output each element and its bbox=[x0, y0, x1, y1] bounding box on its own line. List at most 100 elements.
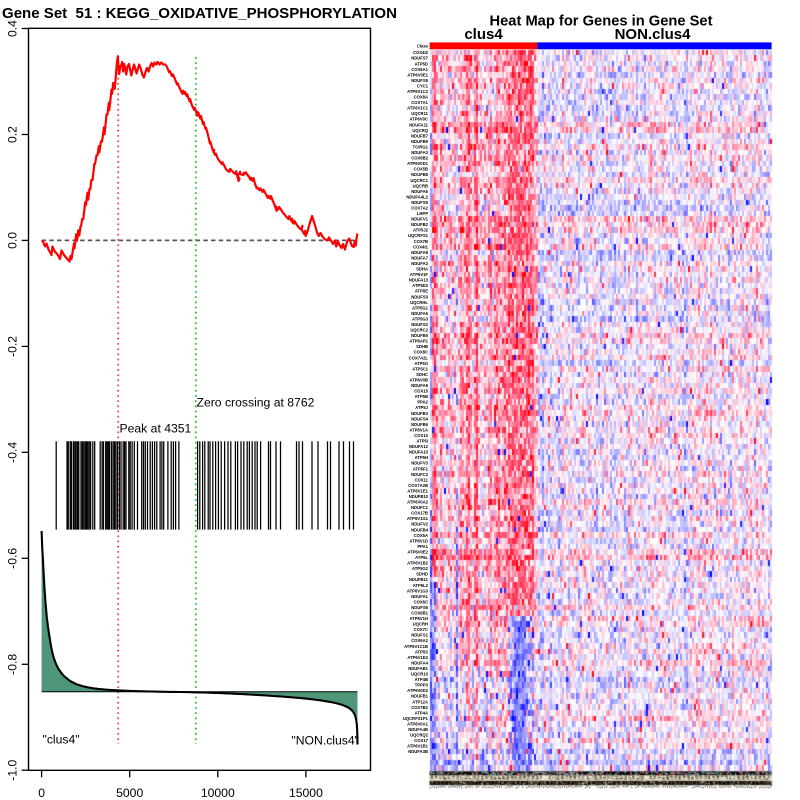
svg-text:Peak at 4351: Peak at 4351 bbox=[120, 422, 192, 436]
svg-text:ATP5O: ATP5O bbox=[414, 361, 428, 366]
svg-text:UQCRFS1P1: UQCRFS1P1 bbox=[403, 716, 429, 721]
svg-text:UQCRQ: UQCRQ bbox=[412, 128, 428, 133]
svg-text:ATP6V0E2: ATP6V0E2 bbox=[407, 550, 428, 555]
svg-text:COX8A: COX8A bbox=[414, 95, 428, 100]
svg-text:0.2: 0.2 bbox=[6, 126, 20, 143]
svg-text:ATP5G3: ATP5G3 bbox=[412, 317, 429, 322]
svg-text:NDUFS1: NDUFS1 bbox=[411, 633, 428, 638]
svg-text:ATP5J2: ATP5J2 bbox=[413, 228, 429, 233]
svg-text:NDUFA9: NDUFA9 bbox=[411, 383, 428, 388]
svg-text:ATP6V1B2: ATP6V1B2 bbox=[407, 561, 429, 566]
svg-text:NDUFV2: NDUFV2 bbox=[411, 522, 428, 527]
svg-text:NDUFA7: NDUFA7 bbox=[411, 255, 428, 260]
svg-text:COX4I1: COX4I1 bbox=[413, 244, 429, 249]
svg-text:ATP6V1C1: ATP6V1C1 bbox=[407, 106, 429, 111]
svg-text:0.0: 0.0 bbox=[6, 232, 20, 249]
svg-text:NDUFA11: NDUFA11 bbox=[409, 122, 429, 127]
svg-text:COX15: COX15 bbox=[414, 389, 428, 394]
svg-text:UQCRH: UQCRH bbox=[413, 622, 428, 627]
svg-text:COX7B2: COX7B2 bbox=[411, 705, 428, 710]
svg-text:ATP6V0B: ATP6V0B bbox=[409, 378, 428, 383]
svg-text:ATP5S: ATP5S bbox=[415, 649, 428, 654]
svg-text:COX4I2: COX4I2 bbox=[413, 50, 429, 55]
svg-text:ATP5L: ATP5L bbox=[415, 555, 428, 560]
svg-text:PPA1: PPA1 bbox=[417, 544, 428, 549]
svg-text:COX7A2L: COX7A2L bbox=[409, 355, 429, 360]
svg-text:NDUFA2: NDUFA2 bbox=[411, 261, 428, 266]
svg-text:NDUFA5: NDUFA5 bbox=[411, 311, 428, 316]
svg-text:COX5A: COX5A bbox=[414, 533, 428, 538]
svg-text:-0.4: -0.4 bbox=[6, 442, 20, 463]
svg-text:CYC1: CYC1 bbox=[417, 84, 429, 89]
svg-text:ATP4A: ATP4A bbox=[415, 710, 428, 715]
svg-text:NDUFA10: NDUFA10 bbox=[409, 450, 429, 455]
svg-text:NDUFS3: NDUFS3 bbox=[411, 294, 428, 299]
svg-text:NDUFB6: NDUFB6 bbox=[411, 422, 429, 427]
svg-text:ATP5D2: ATP5D2 bbox=[412, 283, 428, 288]
svg-text:10000: 10000 bbox=[201, 786, 235, 800]
svg-text:NDUFB10: NDUFB10 bbox=[409, 494, 429, 499]
svg-text:ATP6V1E2: ATP6V1E2 bbox=[407, 655, 428, 660]
svg-text:ATP6V1H: ATP6V1H bbox=[409, 616, 428, 621]
svg-text:NDUFA4L2: NDUFA4L2 bbox=[406, 194, 428, 199]
svg-text:NDUFA3: NDUFA3 bbox=[411, 150, 428, 155]
svg-text:COX11: COX11 bbox=[414, 477, 428, 482]
svg-text:UQCRQ2: UQCRQ2 bbox=[410, 733, 429, 738]
svg-text:NDUFA8: NDUFA8 bbox=[411, 250, 428, 255]
svg-text:NDUFB4: NDUFB4 bbox=[411, 527, 429, 532]
svg-text:ATP6V1D: ATP6V1D bbox=[409, 538, 428, 543]
svg-text:NDUFS6: NDUFS6 bbox=[411, 605, 428, 610]
svg-text:NDUFA3B: NDUFA3B bbox=[408, 749, 428, 754]
svg-text:NDUFB9: NDUFB9 bbox=[411, 139, 429, 144]
svg-text:NDUFS2: NDUFS2 bbox=[411, 322, 428, 327]
svg-text:ATP5J: ATP5J bbox=[415, 405, 428, 410]
svg-text:ATP5G2: ATP5G2 bbox=[412, 566, 429, 571]
svg-text:UQCRC1: UQCRC1 bbox=[410, 178, 428, 183]
svg-text:5000: 5000 bbox=[116, 786, 143, 800]
svg-text:ATP6V0D2: ATP6V0D2 bbox=[407, 688, 429, 693]
svg-text:COX5B: COX5B bbox=[414, 167, 428, 172]
svg-text:Zero crossing at 8762: Zero crossing at 8762 bbox=[197, 396, 315, 410]
svg-text:ATP6V0A2: ATP6V0A2 bbox=[407, 500, 429, 505]
svg-text:COX6A1: COX6A1 bbox=[411, 67, 428, 72]
svg-text:ATP6V0C: ATP6V0C bbox=[409, 117, 428, 122]
svg-text:ATP12A: ATP12A bbox=[412, 699, 428, 704]
svg-text:NDUFB2: NDUFB2 bbox=[411, 222, 429, 227]
svg-text:SDHB: SDHB bbox=[416, 344, 428, 349]
svg-text:ATP5F1: ATP5F1 bbox=[413, 466, 429, 471]
svg-text:UQCRC2: UQCRC2 bbox=[410, 328, 428, 333]
svg-text:NDUFB8: NDUFB8 bbox=[411, 172, 429, 177]
svg-text:Heat Map for Genes in Gene Set: Heat Map for Genes in Gene Set bbox=[490, 14, 713, 30]
svg-text:TCIRG1: TCIRG1 bbox=[413, 145, 429, 150]
svg-text:COX7A2: COX7A2 bbox=[411, 206, 428, 211]
svg-text:NDUFC2: NDUFC2 bbox=[411, 472, 429, 477]
svg-text:NDUFA4B: NDUFA4B bbox=[408, 727, 428, 732]
svg-text:NDUFA12: NDUFA12 bbox=[409, 444, 429, 449]
svg-text:Class: Class bbox=[417, 44, 429, 49]
svg-text:PPA2: PPA2 bbox=[417, 400, 428, 405]
svg-text:ATP6V1G3: ATP6V1G3 bbox=[407, 588, 429, 593]
svg-text:ATP6V1B1: ATP6V1B1 bbox=[407, 744, 429, 749]
svg-text:NDUFA4: NDUFA4 bbox=[411, 660, 428, 665]
svg-text:TPPP3: TPPP3 bbox=[415, 683, 429, 688]
svg-text:NDUFS4: NDUFS4 bbox=[411, 416, 428, 421]
svg-text:NDUFC1: NDUFC1 bbox=[411, 505, 429, 510]
svg-text:ATP5I: ATP5I bbox=[416, 439, 428, 444]
svg-text:UQCRB: UQCRB bbox=[413, 183, 428, 188]
svg-text:COX6B2: COX6B2 bbox=[411, 156, 428, 161]
svg-text:NDUFA6: NDUFA6 bbox=[411, 189, 428, 194]
svg-text:NDUFB7: NDUFB7 bbox=[411, 133, 429, 138]
svg-text:-0.6: -0.6 bbox=[6, 548, 20, 569]
svg-text:ATP6V1G1: ATP6V1G1 bbox=[407, 516, 429, 521]
svg-text:-0.8: -0.8 bbox=[6, 654, 20, 675]
svg-text:COX7C: COX7C bbox=[414, 627, 428, 632]
svg-text:-0.2: -0.2 bbox=[6, 336, 20, 357]
svg-text:UQCR10: UQCR10 bbox=[411, 672, 429, 677]
svg-text:NDUFAB1: NDUFAB1 bbox=[408, 666, 428, 671]
svg-text:ATP5E: ATP5E bbox=[415, 289, 428, 294]
svg-text:NDUFB1: NDUFB1 bbox=[411, 694, 429, 699]
svg-text:Gene Set 51 : KEGG_OXIDATIVE_: Gene Set 51 : KEGG_OXIDATIVE_PHOSPHORYLA… bbox=[2, 6, 397, 22]
svg-text:NDUFS7: NDUFS7 bbox=[411, 56, 428, 61]
svg-text:ATP5G1: ATP5G1 bbox=[412, 305, 429, 310]
svg-text:ATP4B: ATP4B bbox=[415, 677, 428, 682]
